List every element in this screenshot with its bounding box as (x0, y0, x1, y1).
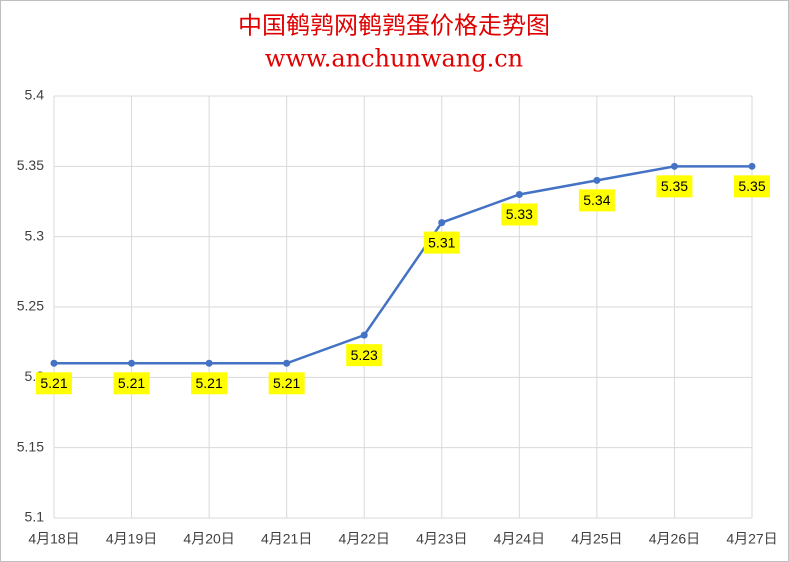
data-label-bg (578, 189, 615, 212)
point (438, 219, 446, 227)
y-tick-label: 5.35 (17, 157, 44, 173)
point (360, 331, 368, 339)
point (128, 359, 136, 367)
data-label: 5.21 (273, 375, 300, 391)
data-label-bg (501, 203, 538, 226)
data-label-bg (656, 175, 693, 198)
y-tick-label: 5.15 (17, 438, 44, 454)
data-label-bg (113, 372, 150, 395)
x-tick-label: 4月20日 (183, 531, 234, 547)
point (283, 359, 291, 367)
data-label-bg (268, 372, 305, 395)
point (205, 359, 213, 367)
x-tick-label: 4月26日 (649, 531, 700, 547)
chart-subtitle: www.anchunwang.cn (265, 45, 523, 73)
point (670, 162, 678, 170)
point (748, 162, 756, 170)
x-tick-label: 4月19日 (106, 531, 157, 547)
x-tick-label: 4月21日 (261, 531, 312, 547)
data-label-bg (191, 372, 228, 395)
point (50, 359, 58, 367)
point (593, 176, 601, 184)
x-tick-label: 4月25日 (571, 531, 622, 547)
data-label: 5.34 (583, 192, 610, 208)
data-label-bg (734, 175, 770, 198)
x-tick-label: 4月18日 (28, 531, 79, 547)
data-label: 5.21 (195, 375, 222, 391)
point (515, 190, 523, 198)
data-label: 5.21 (118, 375, 145, 391)
y-tick-label: 5.3 (25, 227, 45, 243)
y-tick-label: 5.25 (17, 298, 44, 314)
data-label: 5.31 (428, 234, 455, 250)
data-label: 5.33 (506, 206, 533, 222)
data-label-bg (36, 372, 72, 395)
x-tick-label: 4月22日 (339, 531, 390, 547)
y-tick-label: 5.4 (25, 87, 45, 103)
y-tick-label: 5.1 (25, 509, 45, 525)
data-label: 5.35 (661, 178, 688, 194)
x-tick-label: 4月24日 (494, 531, 545, 547)
data-label: 5.23 (351, 347, 378, 363)
x-tick-label: 4月23日 (416, 531, 467, 547)
data-label-bg (346, 344, 383, 367)
data-label: 5.21 (40, 375, 67, 391)
data-label: 5.35 (738, 178, 765, 194)
line (54, 165, 752, 365)
x-tick-label: 4月27日 (726, 531, 777, 547)
chart-title: 中国鹌鹑网鹌鹑蛋价格走势图 (238, 12, 550, 40)
data-label-bg (423, 231, 460, 254)
